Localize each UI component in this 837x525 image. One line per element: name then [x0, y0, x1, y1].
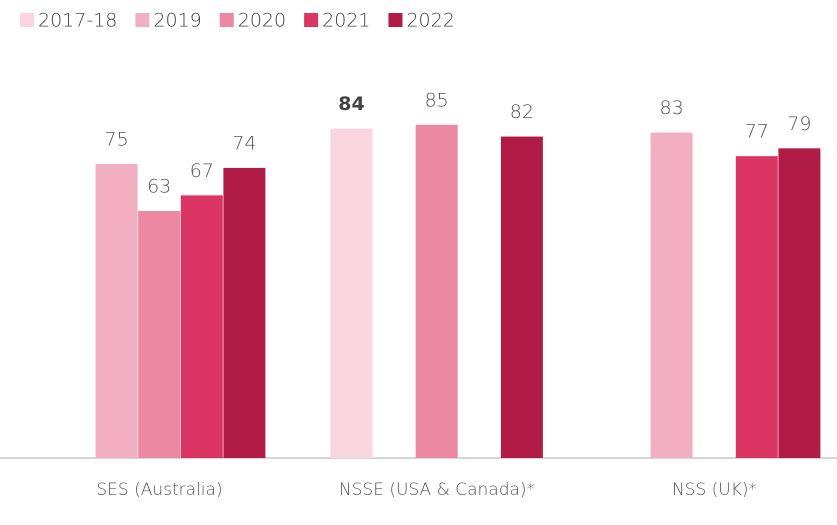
value-label: 84 — [338, 93, 364, 115]
legend-text: 2020 — [238, 10, 286, 32]
bar — [180, 195, 223, 459]
value-label: 82 — [510, 101, 534, 123]
value-label: 85 — [425, 89, 449, 111]
value-label: 79 — [787, 113, 811, 135]
legend-text: 2019 — [153, 10, 201, 32]
x-tick-label: NSS (UK)* — [672, 480, 757, 500]
value-label: 67 — [190, 160, 214, 182]
legend-text: 2017-18 — [38, 10, 117, 32]
value-label: 75 — [105, 129, 129, 151]
legend-text: 2022 — [406, 10, 454, 32]
value-label: 63 — [147, 176, 171, 198]
x-tick-label: NSSE (USA & Canada)* — [339, 480, 535, 500]
value-label: 74 — [232, 132, 256, 154]
bar — [223, 167, 266, 459]
legend-swatch — [388, 13, 403, 27]
legend-swatch — [304, 13, 319, 27]
x-tick-label: SES (Australia) — [96, 480, 222, 500]
bar — [95, 164, 138, 458]
value-label: 77 — [745, 121, 769, 143]
bar — [138, 211, 181, 458]
legend-swatch — [20, 13, 34, 27]
legend-swatch — [135, 13, 150, 27]
bar — [330, 128, 373, 458]
legend-swatch — [219, 13, 234, 27]
bar — [500, 136, 543, 458]
bar — [778, 148, 821, 458]
bar — [735, 156, 778, 458]
value-label: 83 — [660, 97, 684, 119]
bar — [415, 124, 458, 459]
legend-text: 2021 — [322, 10, 370, 32]
bar — [650, 132, 693, 458]
